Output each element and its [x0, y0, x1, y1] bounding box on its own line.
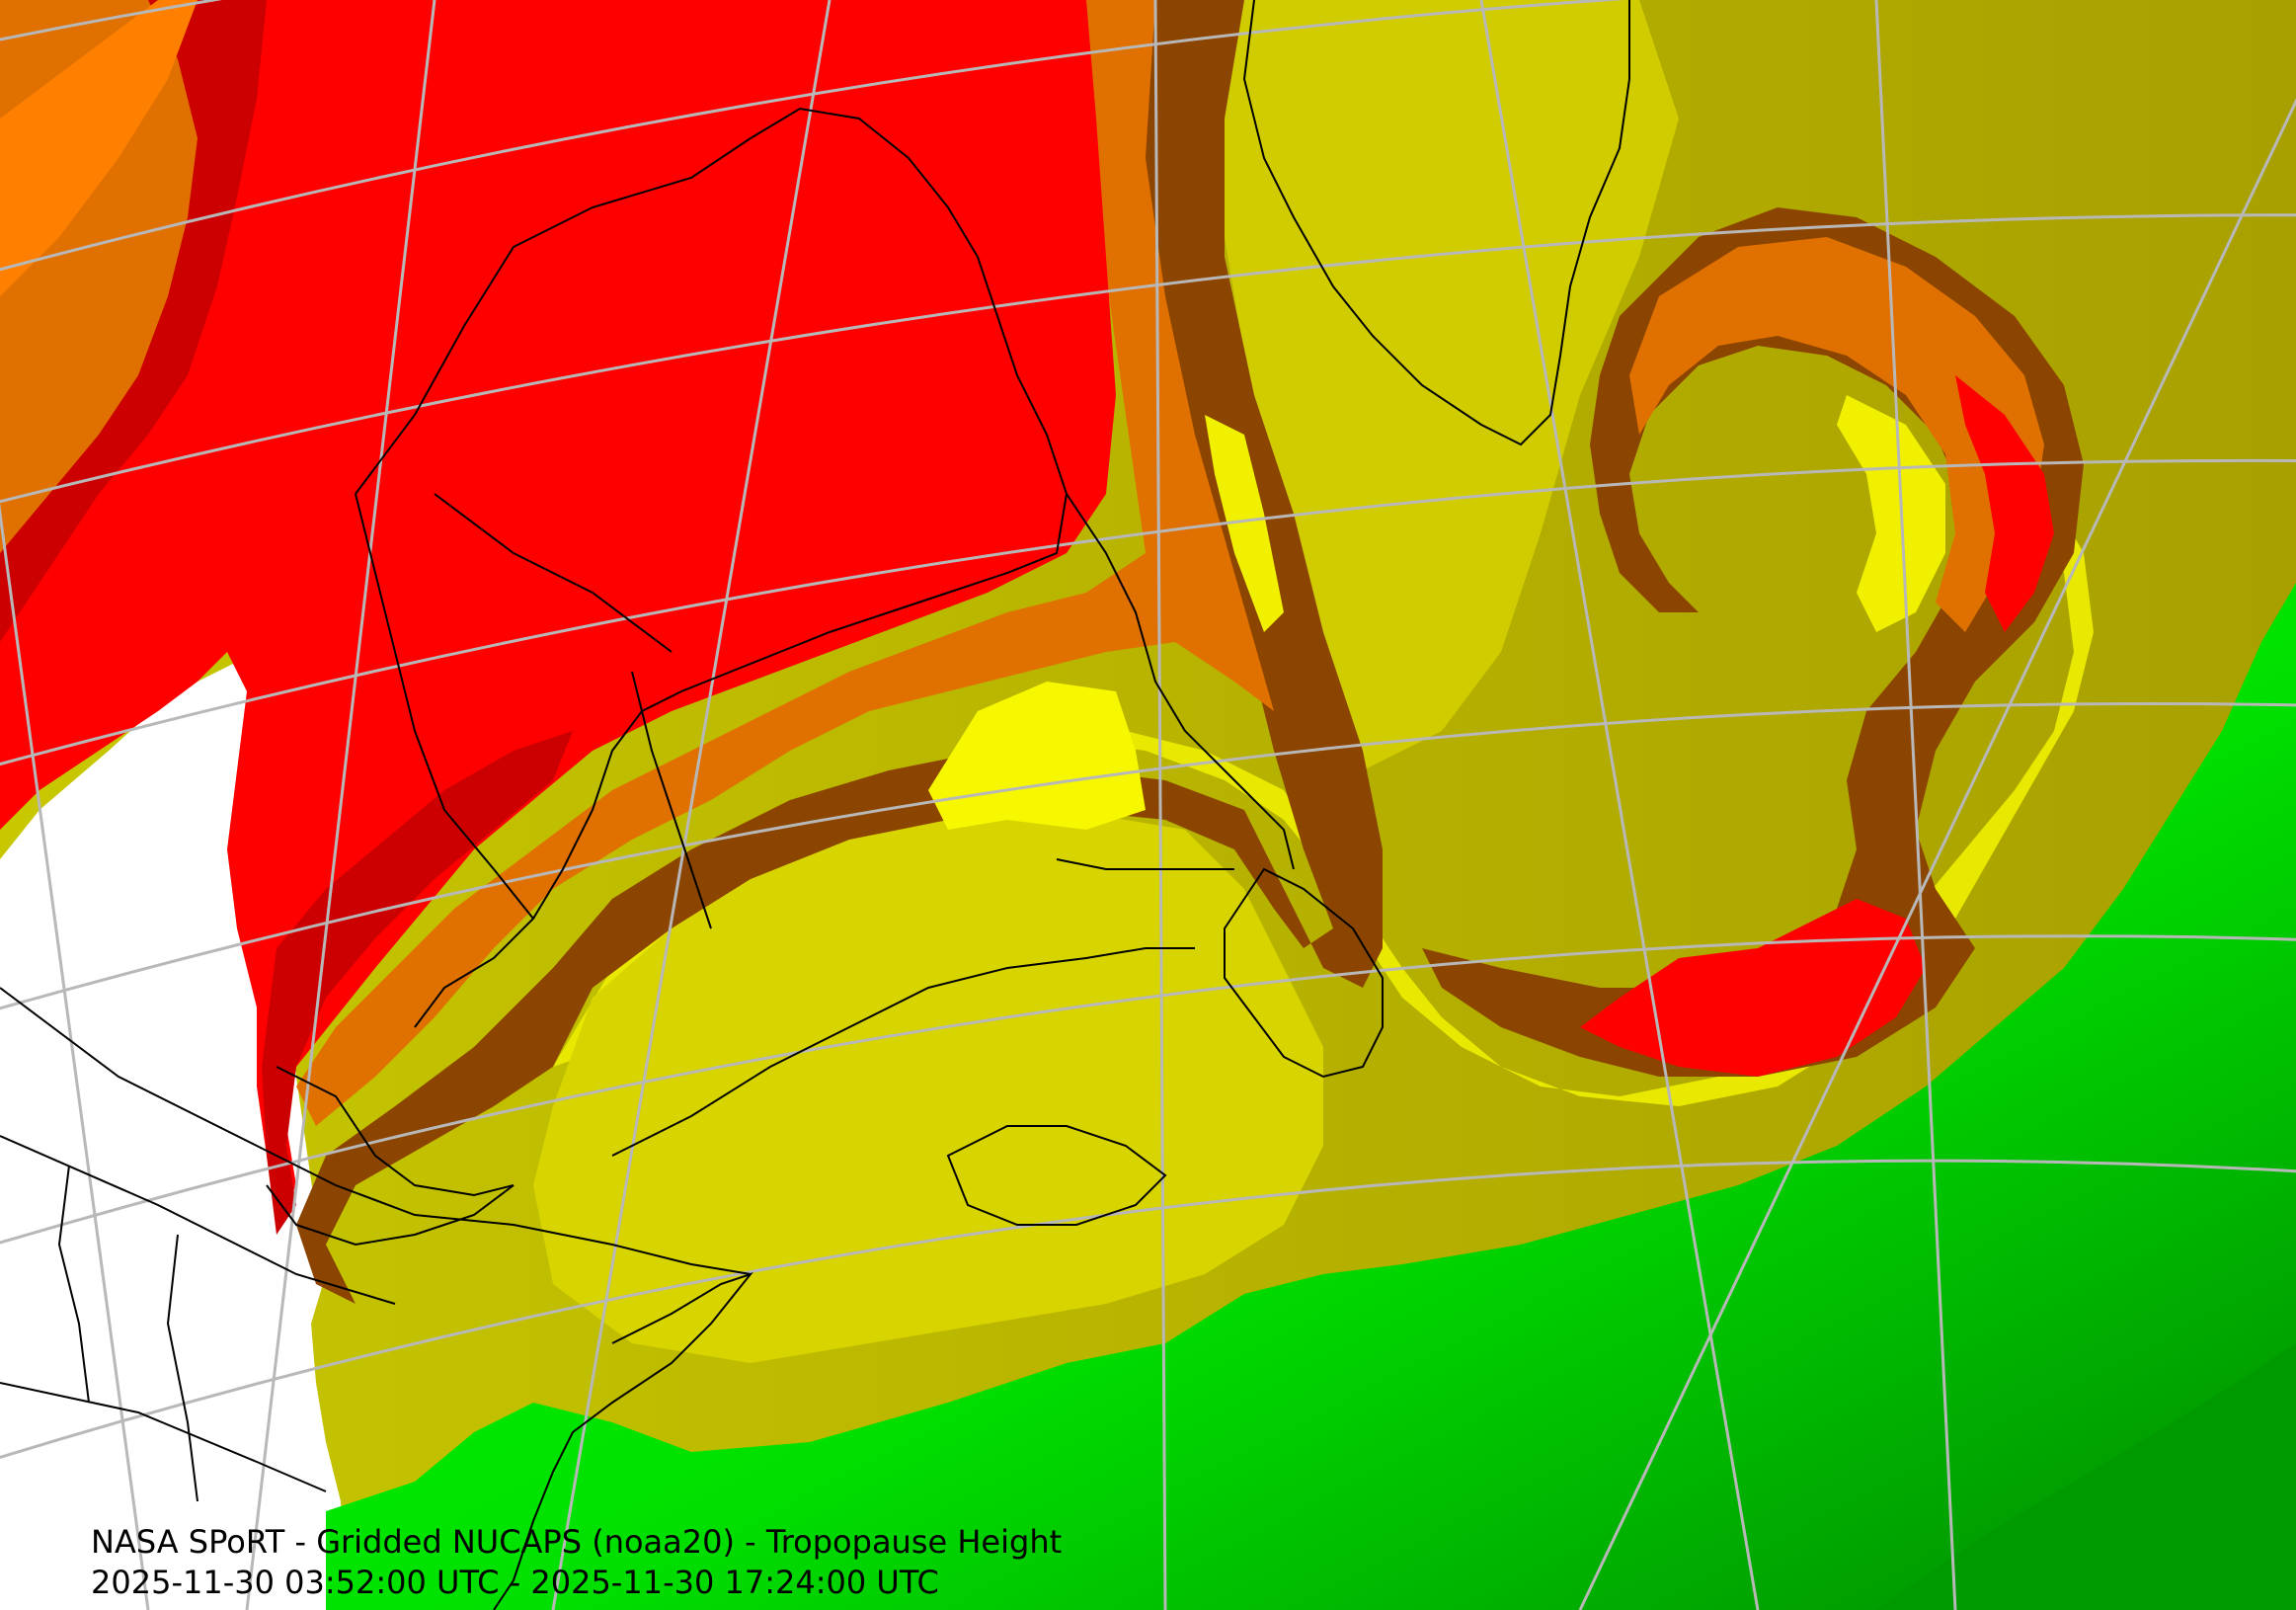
red-high-tropopause-region	[0, 0, 1116, 1225]
state-border	[0, 1135, 396, 1305]
longitude-line	[1153, 0, 1167, 1610]
us-east-coast	[493, 1271, 753, 1610]
province-border	[631, 671, 712, 929]
gold-quebec-region	[533, 810, 1323, 1363]
longitude-line	[551, 0, 831, 1610]
latitude-line	[0, 1159, 2296, 1460]
green-low-tropopause-region	[326, 583, 2296, 1610]
longitude-line	[1479, 0, 1760, 1610]
latitude-line	[0, 458, 2296, 766]
quebec-labrador-border	[1056, 858, 1234, 870]
gold-north-region	[1225, 0, 1679, 770]
yellow-strip-region	[1205, 415, 1284, 632]
red-ring-east-region	[1955, 375, 2054, 632]
map-time-range: 2025-11-30 03:52:00 UTC - 2025-11-30 17:…	[91, 1564, 939, 1601]
orange-band-region	[296, 0, 1274, 1126]
province-border	[434, 493, 673, 653]
dark-red-west-region	[0, 0, 267, 642]
longitude-line	[0, 502, 150, 1610]
state-border	[0, 1382, 327, 1492]
us-canada-border	[0, 987, 752, 1275]
dark-red-south-edge-region	[262, 731, 573, 1235]
labrador-coast	[1066, 493, 1295, 870]
latitude-line	[0, 213, 2296, 504]
yellow-ring-core-region	[1837, 395, 1945, 632]
great-lakes	[266, 1066, 515, 1247]
orange-northwest-region	[0, 0, 198, 296]
orange-ring-region	[1629, 237, 2044, 632]
longitude-line	[245, 0, 436, 1610]
hudson-bay-west-coast	[355, 493, 534, 920]
nova-scotia-coast	[946, 1125, 1167, 1226]
st-lawrence-coast	[611, 947, 1195, 1157]
latitude-line	[0, 702, 2296, 1010]
map-title: NASA SPoRT - Gridded NUCAPS (noaa20) - T…	[91, 1523, 1063, 1561]
greenland-coast	[1242, 0, 1630, 446]
state-border	[166, 1234, 198, 1502]
hudson-bay-coast	[355, 107, 1069, 1028]
latitude-line	[0, 0, 223, 41]
newfoundland-coast	[1224, 867, 1384, 1079]
state-border	[57, 1165, 90, 1404]
longitude-line	[1578, 98, 2296, 1610]
dark-green-region	[1876, 1343, 2296, 1610]
latitude-line	[0, 0, 1624, 272]
red-ring-region	[1580, 899, 1926, 1077]
latitude-line	[0, 934, 2296, 1245]
brown-band-region	[296, 0, 1383, 1304]
longitude-line	[1874, 0, 1957, 1610]
coastline-borders	[0, 0, 1630, 1610]
